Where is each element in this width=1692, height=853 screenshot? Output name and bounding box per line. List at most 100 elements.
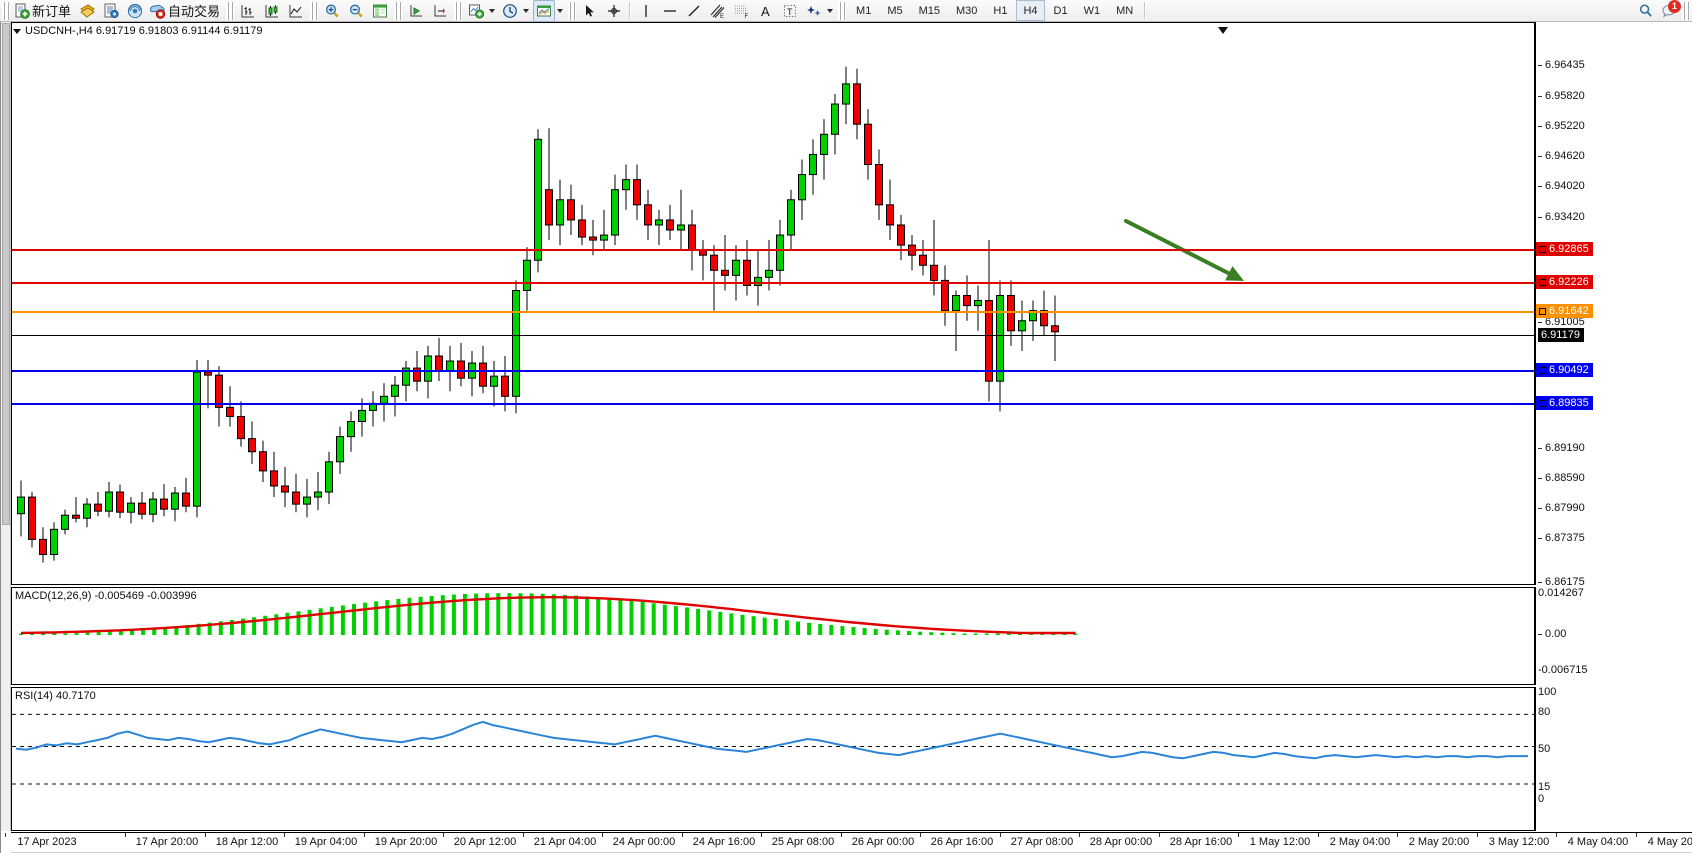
- rsi-tick: 100: [1538, 686, 1556, 698]
- new-order-label: 新订单: [32, 4, 72, 19]
- data-window-button[interactable]: [369, 0, 391, 22]
- indicators-chevron-down-icon[interactable]: [489, 8, 496, 13]
- timeframe-m1[interactable]: M1: [856, 4, 872, 17]
- chart-container: USDCNH-,H4 6.91719 6.91803 6.91144 6.911…: [0, 22, 1692, 853]
- zoom-out-button[interactable]: [345, 0, 367, 22]
- price-line-resistance-2[interactable]: [12, 282, 1534, 284]
- terminal-button[interactable]: [100, 0, 122, 22]
- macd-tick-label: -0.006715: [1538, 664, 1588, 676]
- price-level-label-resistance-2[interactable]: 6.92226: [1536, 275, 1593, 289]
- vertical-line-tool[interactable]: [635, 0, 657, 22]
- timeframe-grip[interactable]: [838, 1, 847, 20]
- macd-label: MACD(12,26,9) -0.005469 -0.003996: [15, 590, 197, 602]
- zoom-in-button[interactable]: [321, 0, 343, 22]
- auto-scroll-button[interactable]: [405, 0, 427, 22]
- timeframe-m15[interactable]: M15: [918, 4, 940, 17]
- price-tick: 6.91005: [1538, 316, 1585, 328]
- rsi-axis: 100 80 50 15 0: [1535, 686, 1692, 831]
- shapes-chevron-down-icon[interactable]: [827, 8, 834, 13]
- price-line-current-price[interactable]: [12, 335, 1534, 336]
- templates-chevron-down-icon[interactable]: [557, 8, 564, 13]
- cursor-tool[interactable]: [579, 0, 601, 22]
- search-button[interactable]: [1635, 0, 1657, 22]
- time-tick-label: 2 May 20:00: [1408, 836, 1470, 848]
- chart-collapse-icon[interactable]: [13, 28, 21, 34]
- timeframe-d1[interactable]: D1: [1053, 4, 1068, 17]
- price-level-label-pivot[interactable]: 6.91642: [1536, 304, 1593, 318]
- time-tick-mark: [205, 833, 206, 837]
- metaquotes-id-button[interactable]: [124, 0, 146, 22]
- chart-shift-button[interactable]: [429, 0, 451, 22]
- shapes-tool[interactable]: [803, 0, 825, 22]
- price-line-support-2[interactable]: [12, 403, 1534, 405]
- rsi-label: RSI(14) 40.7170: [15, 690, 96, 702]
- macd-pane[interactable]: MACD(12,26,9) -0.005469 -0.003996: [11, 587, 1535, 685]
- bar-chart-button[interactable]: [237, 0, 259, 22]
- periods-chevron-down-icon[interactable]: [523, 8, 530, 13]
- down-trend-arrow[interactable]: [12, 23, 1534, 584]
- time-tick-label: 26 Apr 00:00: [851, 836, 915, 848]
- notifications-button[interactable]: 1: [1658, 0, 1681, 21]
- candlestick-chart-button[interactable]: [261, 0, 283, 22]
- templates-button[interactable]: [533, 0, 556, 22]
- equidistant-channel-tool[interactable]: E: [707, 0, 729, 22]
- trendline-tool[interactable]: [683, 0, 705, 22]
- svg-text:A: A: [761, 4, 770, 19]
- chart-type-grip[interactable]: [226, 1, 235, 20]
- time-tick-label: 1 May 12:00: [1249, 836, 1311, 848]
- timeframe-m30[interactable]: M30: [956, 4, 978, 17]
- fibonacci-tool[interactable]: F: [731, 0, 753, 22]
- time-tick-mark: [1238, 833, 1239, 837]
- price-line-resistance-1[interactable]: [12, 249, 1534, 251]
- price-level-label-support-2[interactable]: 6.89835: [1536, 396, 1593, 410]
- rsi-tick-label: 0: [1538, 793, 1545, 805]
- timeframe-mn[interactable]: MN: [1116, 4, 1134, 17]
- toolbar-grip[interactable]: [2, 1, 10, 20]
- scrollbar-thumb[interactable]: [2, 23, 10, 525]
- price-level-value: 6.91642: [1549, 305, 1589, 317]
- time-tick-label: 28 Apr 00:00: [1089, 836, 1153, 848]
- chart-title: USDCNH-,H4 6.91719 6.91803 6.91144 6.911…: [13, 25, 262, 37]
- price-tick-label: 6.94020: [1545, 180, 1585, 192]
- auto-trading-button[interactable]: 自动交易: [148, 0, 223, 22]
- timeframe-m5[interactable]: M5: [887, 4, 903, 17]
- indicators-button[interactable]: [465, 0, 487, 22]
- price-level-label-resistance-1[interactable]: 6.92865: [1536, 242, 1593, 256]
- chart-top-marker: [1218, 27, 1228, 34]
- text-label-tool[interactable]: T: [779, 0, 801, 22]
- price-tick-label: 6.88590: [1545, 472, 1585, 484]
- new-order-button[interactable]: 新订单: [13, 0, 74, 22]
- expert-advisors-button[interactable]: [76, 0, 98, 22]
- price-tick-label: 6.89190: [1545, 442, 1585, 454]
- time-tick-mark: [1318, 833, 1319, 837]
- time-tick-mark: [1477, 833, 1478, 837]
- timeframe-h1[interactable]: H1: [993, 4, 1008, 17]
- text-tool[interactable]: A: [755, 0, 777, 22]
- time-tick-mark: [1636, 833, 1637, 837]
- timeframe-w1[interactable]: W1: [1083, 4, 1101, 17]
- price-line-pivot[interactable]: [12, 311, 1534, 313]
- price-axis[interactable]: 6.96435 6.95820 6.95220 6.94620 6.94020 6.934…: [1535, 22, 1692, 588]
- price-level-label-current-price[interactable]: 6.91179: [1538, 328, 1584, 342]
- timeframe-h4[interactable]: H4: [1016, 0, 1045, 21]
- time-axis[interactable]: 17 Apr 2023 17 Apr 20:00 18 Apr 12:00 19 Ap…: [5, 832, 1692, 853]
- price-level-label-support-1[interactable]: 6.90492: [1536, 363, 1593, 377]
- crosshair-tool[interactable]: [603, 0, 625, 22]
- line-chart-button[interactable]: [285, 0, 307, 22]
- horizontal-line-tool[interactable]: [659, 0, 681, 22]
- menus-grip[interactable]: [454, 1, 463, 20]
- price-tick: 6.87375: [1538, 532, 1585, 544]
- tools-grip[interactable]: [568, 1, 577, 20]
- vertical-scrollbar[interactable]: [1, 22, 11, 831]
- shift-grip[interactable]: [394, 1, 403, 20]
- time-tick-label: 19 Apr 04:00: [294, 836, 358, 848]
- price-tick: 6.95220: [1538, 120, 1585, 132]
- time-tick-mark: [5, 833, 6, 837]
- rsi-pane[interactable]: RSI(14) 40.7170: [11, 687, 1535, 831]
- price-line-support-1[interactable]: [12, 370, 1534, 372]
- price-pane[interactable]: [11, 22, 1535, 585]
- chart-plot-area[interactable]: USDCNH-,H4 6.91719 6.91803 6.91144 6.911…: [11, 22, 1692, 853]
- zoom-grip[interactable]: [310, 1, 319, 20]
- periods-button[interactable]: [499, 0, 521, 22]
- rsi-tick-label: 80: [1538, 706, 1551, 718]
